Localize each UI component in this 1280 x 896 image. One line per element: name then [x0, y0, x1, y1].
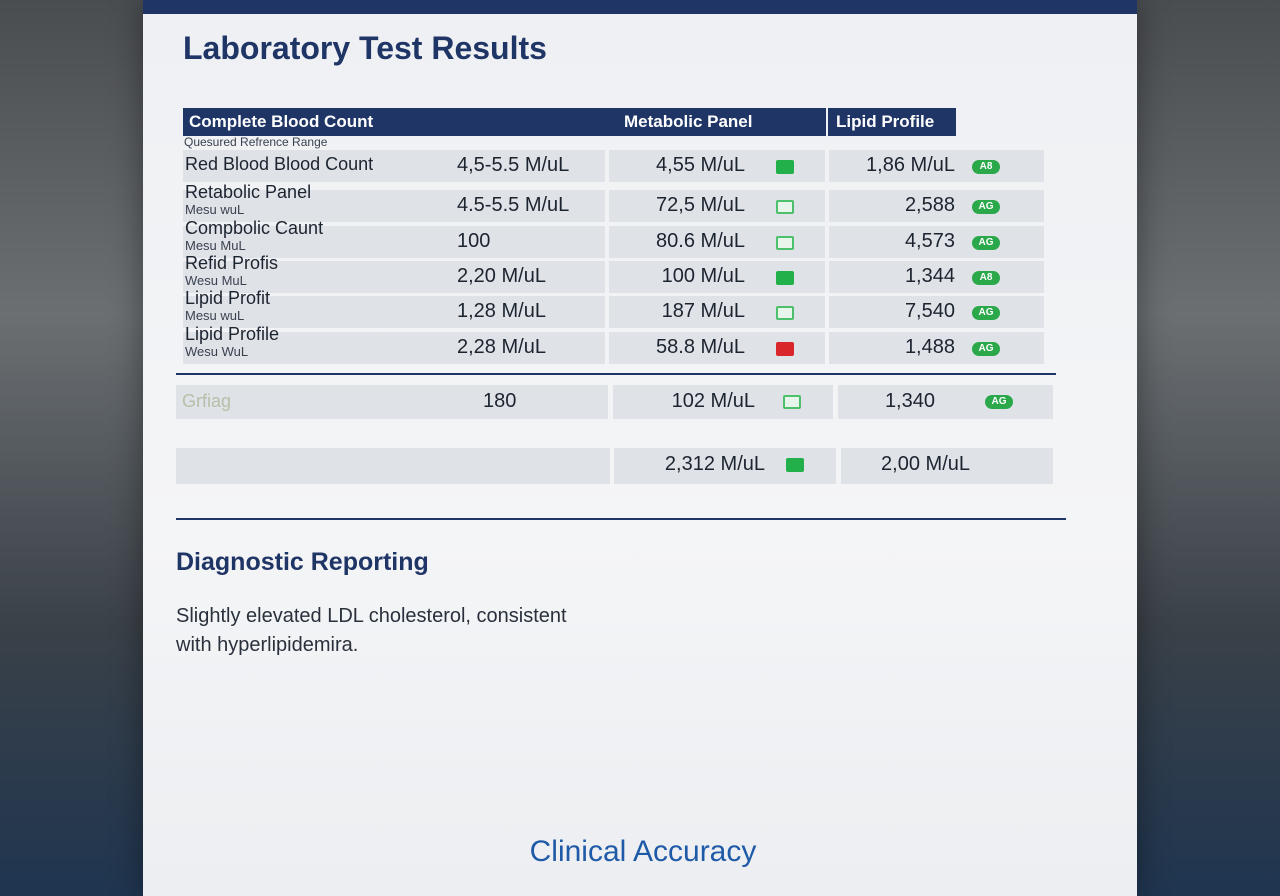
status-badge: AG — [972, 342, 1000, 356]
lipid-value: 7,540 — [904, 300, 955, 322]
test-unit: Wesu MuL — [185, 273, 247, 288]
row-band — [176, 385, 608, 419]
reference-range: 100 — [457, 230, 491, 252]
reference-range: 4,5-5.5 M/uL — [457, 154, 570, 176]
test-name: Retabolic Panel — [185, 182, 312, 202]
lipid-value: 1,340 — [884, 390, 935, 412]
row-band — [183, 261, 605, 293]
divider — [176, 373, 1056, 375]
status-icon — [786, 458, 804, 472]
metabolic-value: 4,55 M/uL — [656, 154, 745, 176]
row-band — [183, 332, 605, 364]
test-unit: Wesu WuL — [185, 344, 249, 359]
metabolic-value: 187 M/uL — [661, 300, 745, 322]
column-header: Complete Blood Count — [183, 108, 609, 136]
metabolic-value: 102 M/uL — [671, 390, 755, 412]
reference-range: 4.5-5.5 M/uL — [457, 194, 570, 216]
divider — [176, 518, 1066, 520]
status-icon — [776, 200, 794, 214]
subheader: Quesured Refrence Range — [184, 135, 328, 149]
test-name: Grfiag — [182, 391, 232, 411]
test-unit: Mesu wuL — [185, 308, 245, 323]
metabolic-value: 72,5 M/uL — [656, 194, 745, 216]
reference-range: 180 — [483, 390, 517, 412]
lipid-value: 4,573 — [904, 230, 955, 252]
row-band — [176, 448, 610, 484]
status-icon — [776, 306, 794, 320]
page-title: Laboratory Test Results — [183, 30, 547, 66]
row-band — [829, 332, 1044, 364]
row-band — [841, 448, 1053, 484]
test-name: Lipid Profile — [185, 324, 280, 344]
row-band — [829, 226, 1044, 258]
row-band — [183, 150, 605, 182]
status-badge: AG — [985, 395, 1013, 409]
lipid-value: 2,00 M/uL — [881, 453, 970, 475]
status-badge: AG — [972, 200, 1000, 214]
status-badge: A8 — [972, 160, 1000, 174]
test-unit: Mesu MuL — [185, 238, 246, 253]
test-name: Red Blood Blood Count — [185, 154, 374, 174]
test-name: Lipid Profit — [185, 288, 271, 308]
status-icon — [776, 342, 794, 356]
status-badge: A8 — [972, 271, 1000, 285]
metabolic-value: 58.8 M/uL — [656, 336, 745, 358]
row-band — [829, 190, 1044, 222]
lipid-value: 2,588 — [904, 194, 955, 216]
metabolic-value: 100 M/uL — [661, 265, 745, 287]
section-heading: Diagnostic Reporting — [176, 548, 429, 576]
lipid-value: 1,344 — [904, 265, 955, 287]
test-unit: Mesu wuL — [185, 202, 245, 217]
test-name: Compbolic Caunt — [185, 218, 324, 238]
column-header: Metabolic Panel — [608, 108, 826, 136]
metabolic-value: 2,312 M/uL — [664, 453, 765, 475]
lipid-value: 1,86 M/uL — [866, 154, 955, 176]
status-badge: AG — [972, 236, 1000, 250]
status-icon — [776, 160, 794, 174]
row-band — [829, 261, 1044, 293]
row-band — [829, 150, 1044, 182]
reference-range: 2,20 M/uL — [457, 265, 546, 287]
row-band — [183, 226, 605, 258]
status-icon — [783, 395, 801, 409]
row-band — [838, 385, 1053, 419]
row-band — [183, 190, 605, 222]
lipid-value: 1,488 — [904, 336, 955, 358]
status-icon — [776, 236, 794, 250]
test-name: Refid Profis — [185, 253, 279, 273]
report-text: Slightly elevated LDL cholesterol, consi… — [176, 605, 567, 656]
top-bar — [143, 0, 1137, 14]
column-header: Lipid Profile — [828, 108, 956, 136]
footer-text: Clinical Accuracy — [529, 835, 757, 868]
row-band — [829, 296, 1044, 328]
row-band — [183, 296, 605, 328]
status-icon — [776, 271, 794, 285]
reference-range: 1,28 M/uL — [457, 300, 546, 322]
reference-range: 2,28 M/uL — [457, 336, 546, 358]
status-badge: AG — [972, 306, 1000, 320]
metabolic-value: 80.6 M/uL — [656, 230, 745, 252]
